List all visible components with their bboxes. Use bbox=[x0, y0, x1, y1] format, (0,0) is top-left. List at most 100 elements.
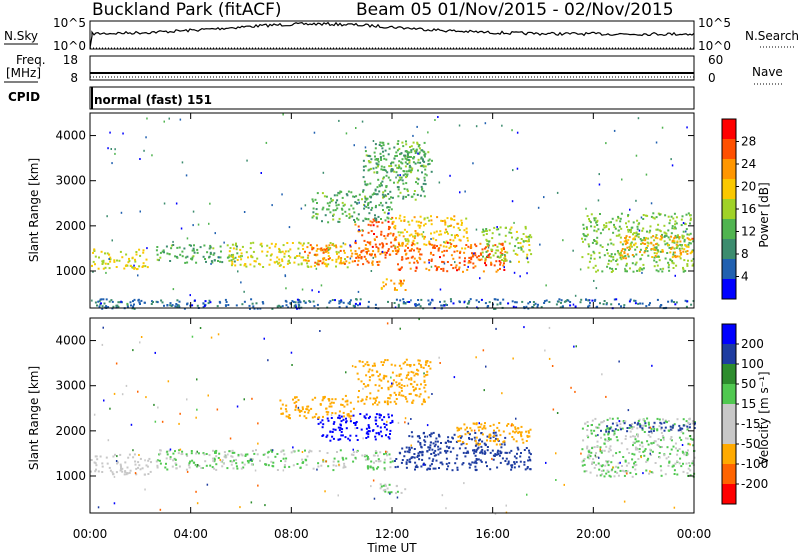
velocity-sparse-cell bbox=[410, 418, 412, 420]
velocity-data-cell bbox=[483, 424, 486, 427]
velocity-data-cell bbox=[638, 450, 641, 453]
velocity-data-cell bbox=[437, 453, 440, 456]
power-data-cell bbox=[314, 261, 317, 264]
power-data-cell bbox=[656, 242, 659, 245]
power-data-cell bbox=[134, 258, 136, 261]
velocity-data-cell bbox=[402, 362, 405, 365]
power-data-cell bbox=[480, 253, 483, 256]
velocity-data-cell bbox=[344, 394, 347, 397]
power-data-cell bbox=[616, 263, 619, 266]
power-sparse-cell bbox=[543, 196, 545, 199]
power-data-cell bbox=[101, 307, 104, 310]
power-data-cell bbox=[460, 219, 463, 222]
velocity-data-cell bbox=[631, 466, 634, 469]
velocity-data-cell bbox=[471, 438, 473, 441]
power-data-cell bbox=[510, 226, 513, 229]
power-data-cell bbox=[232, 247, 235, 250]
power-data-cell bbox=[380, 168, 383, 171]
velocity-sparse-cell bbox=[453, 376, 456, 379]
velocity-data-cell bbox=[405, 462, 408, 465]
power-data-cell bbox=[639, 302, 642, 305]
velocity-data-cell bbox=[649, 454, 652, 456]
velocity-data-cell bbox=[525, 447, 528, 449]
velocity-sparse-cell bbox=[478, 422, 480, 425]
power-data-cell bbox=[495, 260, 498, 263]
velocity-data-cell bbox=[381, 364, 384, 366]
power-sparse-cell bbox=[509, 260, 511, 263]
velocity-data-cell bbox=[589, 455, 592, 458]
power-data-cell bbox=[423, 235, 426, 238]
velocity-data-cell bbox=[669, 438, 672, 441]
power-data-cell bbox=[343, 262, 346, 265]
velocity-data-cell bbox=[386, 359, 389, 362]
power-data-cell bbox=[505, 259, 508, 262]
power-sparse-cell bbox=[430, 265, 433, 268]
power-data-cell bbox=[390, 162, 392, 165]
velocity-data-cell bbox=[406, 374, 408, 377]
velocity-data-cell bbox=[379, 487, 382, 490]
power-data-cell bbox=[328, 204, 331, 207]
power-sparse-cell bbox=[539, 243, 541, 246]
velocity-data-cell bbox=[400, 389, 403, 392]
velocity-data-cell bbox=[304, 458, 307, 461]
power-data-cell bbox=[388, 165, 391, 168]
velocity-data-cell bbox=[329, 430, 332, 433]
velocity-data-cell bbox=[678, 448, 681, 450]
velocity-data-cell bbox=[504, 436, 507, 439]
power-data-cell bbox=[405, 182, 408, 185]
velocity-data-cell bbox=[362, 365, 365, 368]
power-data-cell bbox=[390, 241, 393, 244]
velocity-data-cell bbox=[477, 426, 480, 429]
velocity-data-cell bbox=[600, 470, 603, 472]
power-data-cell bbox=[587, 243, 590, 246]
velocity-data-cell bbox=[174, 458, 177, 461]
velocity-data-cell bbox=[231, 460, 234, 463]
power-data-cell bbox=[313, 305, 316, 308]
power-data-cell bbox=[457, 227, 460, 230]
power-data-cell bbox=[636, 246, 639, 249]
velocity-sparse-cell bbox=[167, 380, 170, 383]
velocity-data-cell bbox=[686, 451, 689, 454]
velocity-data-cell bbox=[337, 416, 340, 419]
power-data-cell bbox=[443, 249, 446, 252]
velocity-data-cell bbox=[335, 464, 338, 467]
velocity-data-cell bbox=[99, 455, 102, 458]
velocity-colorbar-tick-label: 200 bbox=[741, 337, 764, 351]
power-data-cell bbox=[92, 251, 94, 254]
power-data-cell bbox=[364, 217, 367, 220]
power-data-cell bbox=[402, 235, 405, 238]
velocity-data-cell bbox=[196, 465, 199, 468]
velocity-colorbar-swatch bbox=[722, 384, 736, 405]
velocity-data-cell bbox=[390, 363, 393, 366]
velocity-data-cell bbox=[377, 458, 380, 461]
velocity-data-cell bbox=[664, 420, 667, 423]
velocity-data-cell bbox=[374, 401, 376, 404]
velocity-data-cell bbox=[413, 374, 416, 377]
power-data-cell bbox=[478, 300, 480, 303]
velocity-colorbar-label: Velocity [m s⁻¹] bbox=[757, 371, 771, 464]
velocity-data-cell bbox=[121, 467, 124, 470]
power-data-cell bbox=[132, 300, 134, 303]
power-data-cell bbox=[606, 265, 609, 268]
power-data-cell bbox=[321, 249, 324, 252]
power-sparse-cell bbox=[416, 125, 418, 128]
velocity-data-cell bbox=[389, 433, 391, 435]
velocity-data-cell bbox=[493, 435, 496, 437]
velocity-data-cell bbox=[489, 439, 492, 442]
velocity-sparse-cell bbox=[101, 343, 104, 346]
velocity-data-cell bbox=[447, 465, 450, 468]
velocity-data-cell bbox=[605, 428, 608, 431]
power-data-cell bbox=[232, 253, 235, 256]
power-data-cell bbox=[681, 234, 684, 237]
velocity-data-cell bbox=[231, 449, 234, 452]
velocity-data-cell bbox=[466, 450, 469, 453]
velocity-data-cell bbox=[342, 418, 345, 421]
power-data-cell bbox=[360, 250, 363, 253]
velocity-data-cell bbox=[165, 457, 168, 460]
power-data-cell bbox=[664, 243, 667, 246]
power-data-cell bbox=[228, 259, 231, 262]
velocity-data-cell bbox=[634, 435, 637, 438]
velocity-data-cell bbox=[420, 445, 423, 448]
power-data-cell bbox=[285, 304, 288, 307]
power-data-cell bbox=[163, 304, 165, 307]
